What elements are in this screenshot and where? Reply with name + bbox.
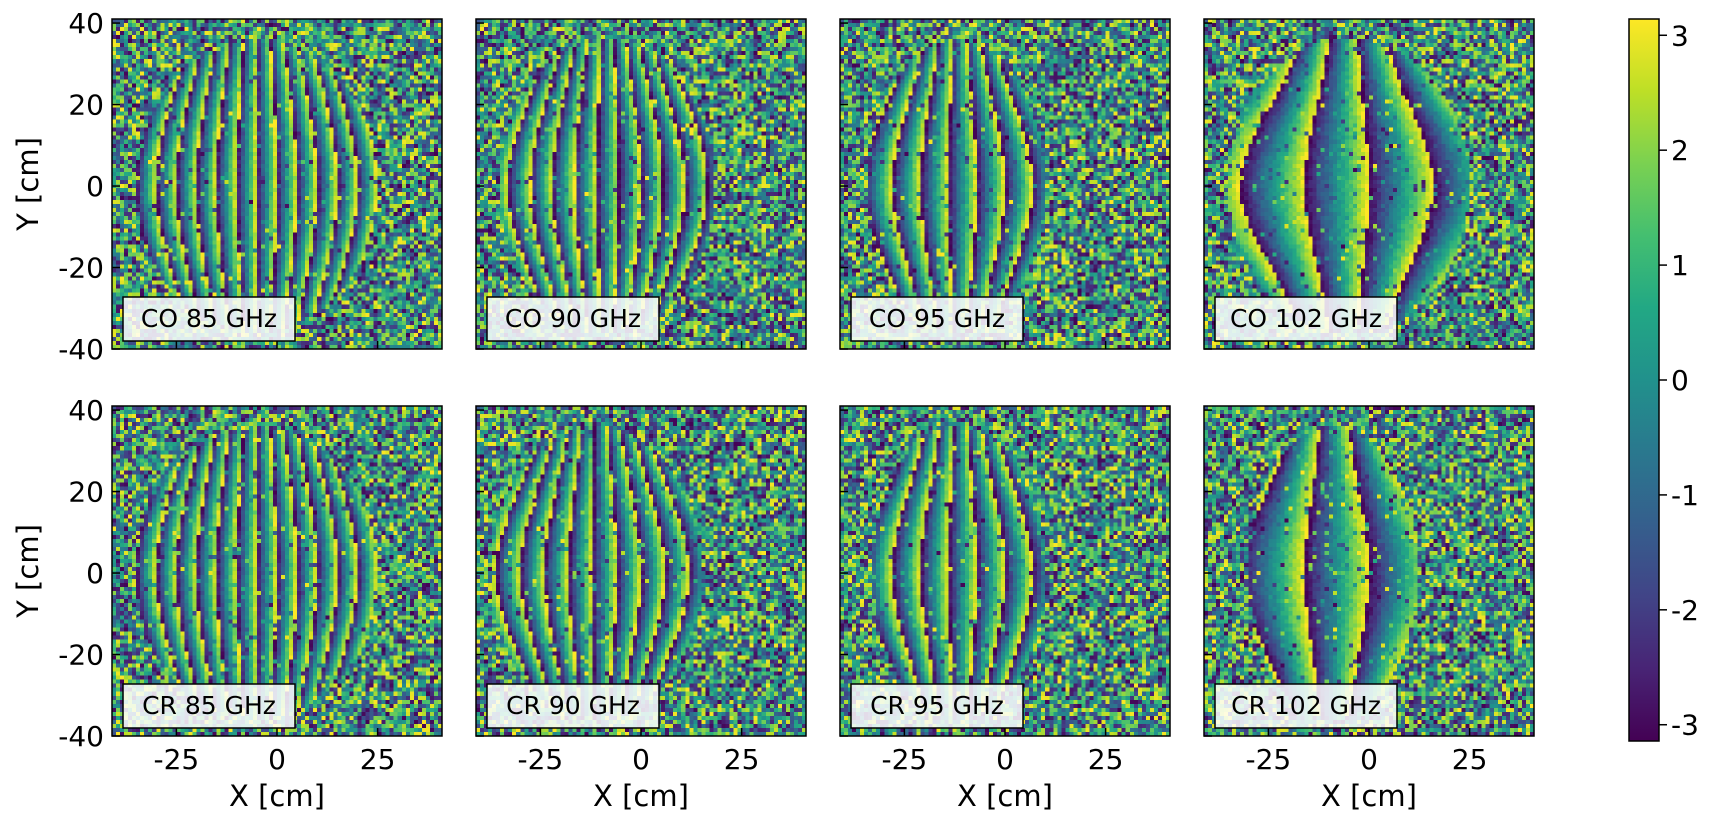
- panel-co-85-ghz: 40 20 0 -20 -40 Y [cm] CO 85 GHz: [11, 7, 443, 366]
- panel-cr-90-ghz: -25 0 25 X [cm] CR 90 GHz: [475, 405, 807, 813]
- panel-label-box: [1214, 296, 1398, 342]
- phase-heatmap: [476, 406, 806, 736]
- x-axis-label: X [cm]: [957, 779, 1053, 813]
- colorbar-tick-label: -2: [1671, 594, 1699, 627]
- x-tick-label: 0: [1360, 743, 1378, 776]
- panel-label-box: [122, 683, 296, 729]
- colorbar-tick-label: 1: [1671, 249, 1689, 282]
- colorbar: 3 2 1 0 -1 -2 -3: [1628, 18, 1699, 742]
- x-tick-label: 25: [1088, 743, 1124, 776]
- x-tick-label: 25: [724, 743, 760, 776]
- x-axis-label: X [cm]: [1321, 779, 1417, 813]
- panel-cr-102-ghz: -25 0 25 X [cm] CR 102 GHz: [1203, 405, 1535, 813]
- panel-label: CO 102 GHz: [1230, 304, 1382, 333]
- panel-label: CR 85 GHz: [142, 691, 276, 720]
- panel-label: CR 102 GHz: [1231, 691, 1381, 720]
- x-tick-label: 0: [996, 743, 1014, 776]
- y-tick-label: -20: [58, 252, 104, 285]
- y-tick-label: 20: [68, 476, 104, 509]
- phase-heatmap: [476, 19, 806, 349]
- phase-heatmap: [840, 406, 1170, 736]
- panel-label-box: [1214, 683, 1398, 729]
- colorbar-tick-label: 2: [1671, 134, 1689, 167]
- x-tick-label: 25: [1452, 743, 1488, 776]
- panel-label-box: [850, 296, 1024, 342]
- panel-label-box: [850, 683, 1024, 729]
- y-tick-label: -40: [58, 720, 104, 753]
- phase-heatmap: [112, 406, 442, 736]
- colorbar-tick-label: -1: [1671, 479, 1699, 512]
- y-tick-label: 0: [86, 170, 104, 203]
- colorbar-ticks: 3 2 1 0 -1 -2 -3: [1659, 19, 1699, 742]
- y-axis-label: Y [cm]: [11, 524, 45, 619]
- panel-co-90-ghz: CO 90 GHz: [475, 18, 807, 350]
- panel-label: CO 95 GHz: [869, 304, 1005, 333]
- panel-label-box: [486, 683, 660, 729]
- panel-label: CR 95 GHz: [870, 691, 1004, 720]
- y-tick-label: 40: [68, 7, 104, 40]
- x-tick-label: 0: [268, 743, 286, 776]
- x-tick-label: -25: [518, 743, 564, 776]
- panels-layer: 40 20 0 -20 -40 Y [cm] CO 85 GHz CO 90 GHz CO 95…: [11, 7, 1535, 813]
- panel-label: CR 90 GHz: [506, 691, 640, 720]
- colorbar-tick-label: 3: [1671, 19, 1689, 52]
- y-tick-label: 40: [68, 394, 104, 427]
- x-tick-label: 25: [360, 743, 396, 776]
- phase-heatmap: [1204, 406, 1534, 736]
- y-tick-label: 0: [86, 557, 104, 590]
- panel-label-box: [122, 296, 296, 342]
- phase-heatmap: [1204, 19, 1534, 349]
- x-tick-label: -25: [1246, 743, 1292, 776]
- y-axis-label: Y [cm]: [11, 137, 45, 232]
- panel-label: CO 90 GHz: [505, 304, 641, 333]
- y-tick-label: 20: [68, 89, 104, 122]
- panel-label-box: [486, 296, 660, 342]
- y-tick-label: -40: [58, 333, 104, 366]
- x-tick-label: -25: [882, 743, 928, 776]
- y-tick-label: -20: [58, 639, 104, 672]
- panel-co-95-ghz: CO 95 GHz: [839, 18, 1171, 350]
- panel-co-102-ghz: CO 102 GHz: [1203, 18, 1535, 350]
- colorbar-gradient: [1628, 18, 1660, 742]
- phase-heatmap: [840, 19, 1170, 349]
- x-axis-label: X [cm]: [229, 779, 325, 813]
- colorbar-tick-label: 0: [1671, 364, 1689, 397]
- x-axis-label: X [cm]: [593, 779, 689, 813]
- panel-label: CO 85 GHz: [141, 304, 277, 333]
- x-tick-label: 0: [632, 743, 650, 776]
- panel-cr-85-ghz: 40 20 0 -20 -40 -25 0 25 X [cm] Y [cm] CR 85 GHz: [11, 394, 443, 813]
- phase-heatmap: [112, 19, 442, 349]
- panel-cr-95-ghz: -25 0 25 X [cm] CR 95 GHz: [839, 405, 1171, 813]
- x-tick-label: -25: [154, 743, 200, 776]
- colorbar-tick-label: -3: [1671, 709, 1699, 742]
